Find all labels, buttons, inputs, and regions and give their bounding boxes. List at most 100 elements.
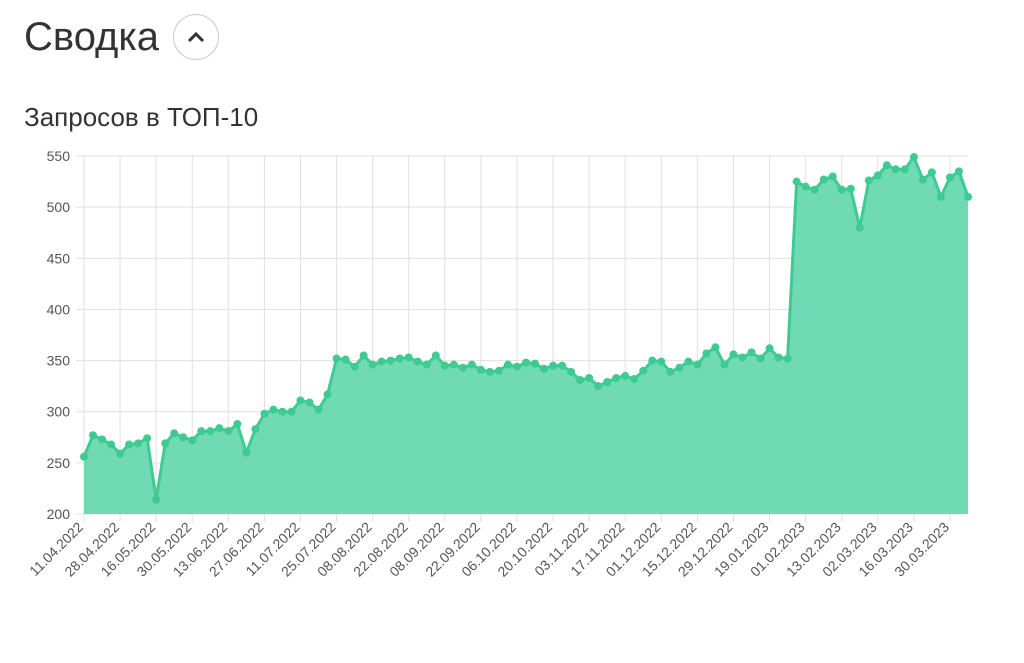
point (964, 192, 972, 201)
y-tick-label: 250 (47, 455, 71, 471)
y-tick-label: 400 (47, 301, 71, 317)
point (774, 353, 783, 362)
point (630, 374, 639, 383)
point (296, 396, 305, 405)
point (675, 363, 684, 372)
point (368, 360, 377, 369)
point (107, 440, 116, 449)
point (188, 436, 197, 445)
point (621, 371, 630, 380)
point (828, 172, 837, 181)
point (134, 439, 143, 448)
point (305, 398, 314, 407)
point (720, 360, 729, 369)
point (458, 363, 467, 372)
point (152, 495, 161, 504)
point (855, 223, 864, 232)
point (585, 373, 594, 382)
point (80, 452, 88, 461)
point (927, 168, 936, 177)
area (84, 157, 968, 514)
point (639, 366, 648, 375)
point (89, 431, 98, 440)
point (431, 351, 440, 360)
point (711, 343, 720, 352)
point (801, 182, 810, 191)
point (233, 419, 242, 428)
point (98, 435, 107, 444)
y-tick-label: 200 (47, 506, 71, 522)
y-tick-label: 550 (47, 148, 71, 164)
y-tick-label: 300 (47, 404, 71, 420)
point (864, 176, 873, 185)
point (242, 448, 251, 457)
point (612, 373, 621, 382)
collapse-button[interactable] (173, 14, 220, 60)
point (531, 359, 540, 368)
point (846, 184, 855, 193)
point (485, 367, 494, 376)
point (341, 355, 350, 364)
point (494, 366, 503, 375)
point (287, 407, 296, 416)
point (503, 360, 512, 369)
point (810, 185, 819, 194)
point (170, 429, 179, 438)
point (918, 175, 927, 184)
point (594, 382, 603, 391)
point (260, 409, 269, 418)
point (350, 362, 359, 371)
point (567, 367, 576, 376)
point (314, 405, 323, 414)
point (251, 425, 260, 434)
point (404, 353, 413, 362)
point (819, 175, 828, 184)
point (891, 165, 900, 174)
point (693, 360, 702, 369)
chart: 20025030035040045050055011.04.202228.04.… (26, 148, 972, 580)
point (161, 439, 170, 448)
point (729, 350, 738, 359)
point (684, 357, 693, 366)
point (738, 353, 747, 362)
point (323, 390, 332, 399)
point (603, 378, 612, 387)
point (648, 356, 657, 365)
point (549, 361, 558, 370)
header: Сводка (24, 14, 220, 60)
point (143, 434, 152, 443)
point (945, 173, 954, 182)
point (900, 165, 909, 174)
point (359, 351, 368, 360)
point (837, 185, 846, 194)
point (422, 360, 431, 369)
point (756, 354, 765, 363)
point (125, 440, 134, 449)
point (657, 357, 666, 366)
point (576, 376, 585, 385)
point (215, 424, 224, 433)
point (116, 449, 125, 458)
point (558, 361, 567, 370)
point (540, 364, 549, 373)
point (377, 357, 386, 366)
point (909, 153, 918, 162)
point (395, 354, 404, 363)
point (954, 167, 963, 176)
point (666, 367, 675, 376)
y-tick-label: 350 (47, 353, 71, 369)
point (179, 433, 188, 442)
point (197, 427, 206, 436)
point (206, 427, 215, 436)
point (783, 354, 792, 363)
point (702, 349, 711, 358)
point (747, 348, 756, 357)
point (449, 360, 458, 369)
page-title: Сводка (24, 14, 160, 59)
point (269, 405, 278, 414)
point (467, 360, 476, 369)
point (224, 427, 233, 436)
point (278, 407, 287, 416)
point (882, 161, 891, 170)
